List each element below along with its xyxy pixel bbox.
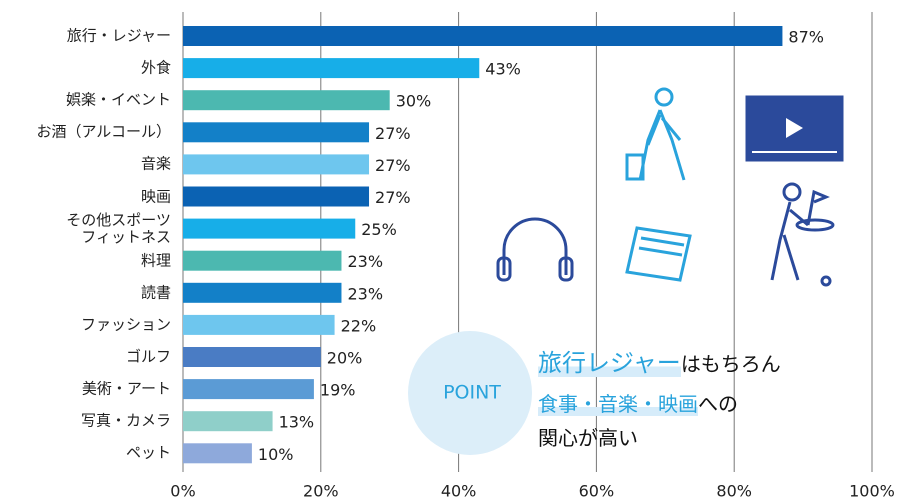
point-badge: POINT: [443, 382, 501, 404]
category-label: 娯楽・イベント: [65, 90, 171, 109]
value-label: 27%: [375, 124, 411, 143]
category-label: 旅行・レジャー: [66, 26, 171, 45]
bar: [183, 250, 342, 271]
value-label: 27%: [375, 188, 411, 207]
value-label: 25%: [361, 220, 397, 239]
annotation-highlight: 旅行レジャー: [538, 349, 681, 377]
bar: [183, 122, 370, 143]
x-tick-label: 100%: [849, 482, 895, 501]
category-label: 写真・カメラ: [80, 411, 171, 430]
icons: [496, 87, 844, 287]
category-label: 読書: [140, 283, 171, 302]
annotation-line3: 関心が高い: [538, 426, 638, 450]
category-label: 音楽: [140, 154, 171, 173]
bar: [183, 186, 370, 207]
annotation-line2: 食事・音楽・映画への: [538, 388, 738, 417]
value-label: 27%: [375, 156, 411, 175]
category-label: 外食: [140, 58, 171, 77]
bar: [183, 314, 335, 335]
value-label: 10%: [258, 445, 294, 464]
point-circle: [408, 331, 532, 455]
category-label: 映画: [140, 187, 171, 205]
annotation-highlight: 食事・音楽・映画: [538, 392, 698, 416]
category-label: お酒（アルコール）: [36, 122, 171, 141]
bar: [183, 347, 321, 367]
category-label: ファッション: [80, 315, 171, 334]
category-label: ゴルフ: [125, 347, 171, 366]
bar: [183, 58, 480, 79]
category-label: 美術・アート: [81, 379, 171, 398]
bar: [183, 379, 314, 400]
x-tick-label: 80%: [716, 482, 752, 501]
annotation-text: への: [698, 392, 738, 416]
x-tick-label: 20%: [303, 482, 339, 501]
value-label: 22%: [341, 316, 377, 335]
annotation-line1: 旅行レジャーはもちろん: [538, 343, 781, 378]
value-label: 23%: [347, 252, 383, 271]
value-label: 43%: [485, 60, 521, 79]
x-tick-label: 0%: [170, 482, 195, 501]
x-tick-label: 60%: [579, 482, 615, 501]
value-label: 13%: [279, 413, 315, 432]
category-label: ペット: [125, 443, 171, 462]
value-label: 87%: [788, 28, 824, 47]
bar: [183, 26, 783, 46]
annotation-text: はもちろん: [680, 352, 781, 376]
value-label: 23%: [347, 284, 383, 303]
bar: [183, 282, 342, 303]
category-label: その他スポーツ フィットネス: [66, 210, 171, 246]
bar: [183, 411, 273, 432]
bar: [183, 154, 370, 175]
bar: [183, 218, 356, 239]
value-label: 30%: [396, 92, 432, 111]
value-label: 19%: [320, 381, 356, 400]
value-label: 20%: [327, 349, 363, 368]
bar: [183, 90, 390, 111]
x-tick-label: 40%: [441, 482, 477, 501]
category-label: 料理: [140, 251, 171, 270]
bar: [183, 443, 252, 464]
